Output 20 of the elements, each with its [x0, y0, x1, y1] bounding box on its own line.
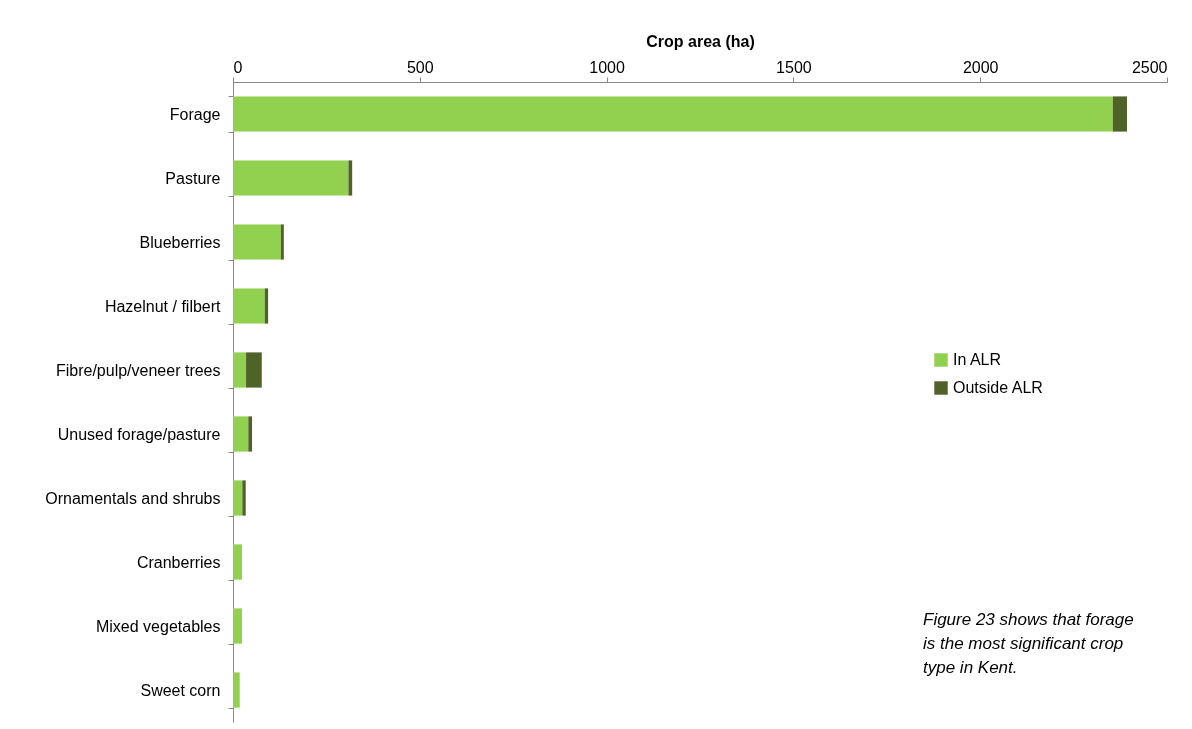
- legend-label: Outside ALR: [953, 379, 1043, 396]
- y-tick-label: Cranberries: [136, 553, 221, 571]
- y-tick-label: Mixed vegetables: [95, 617, 221, 635]
- y-tick-label: Sweet corn: [140, 681, 221, 699]
- x-tick-label: 2000: [962, 58, 999, 76]
- legend-label: In ALR: [953, 351, 1002, 368]
- x-tick-label: 0: [233, 58, 243, 76]
- y-tick-label: Hazelnut / filbert: [104, 297, 222, 315]
- x-axis-title: Crop area (ha): [646, 32, 755, 50]
- y-tick-label: Forage: [169, 105, 221, 123]
- y-tick-label: Ornamentals and shrubs: [45, 489, 221, 507]
- x-tick-label: 1500: [776, 58, 812, 76]
- x-tick-label: 2500: [1131, 58, 1168, 76]
- y-tick-label: Fibre/pulp/veneer trees: [55, 361, 221, 379]
- y-tick-label: Pasture: [165, 169, 221, 187]
- x-tick-label: 500: [406, 58, 434, 76]
- y-tick-label: Unused forage/pasture: [57, 425, 221, 443]
- annotation: Figure 23 shows that forage is the most significant crop type in Kent.: [923, 610, 1134, 677]
- x-tick-label: 1000: [589, 58, 625, 76]
- y-tick-label: Blueberries: [139, 233, 221, 251]
